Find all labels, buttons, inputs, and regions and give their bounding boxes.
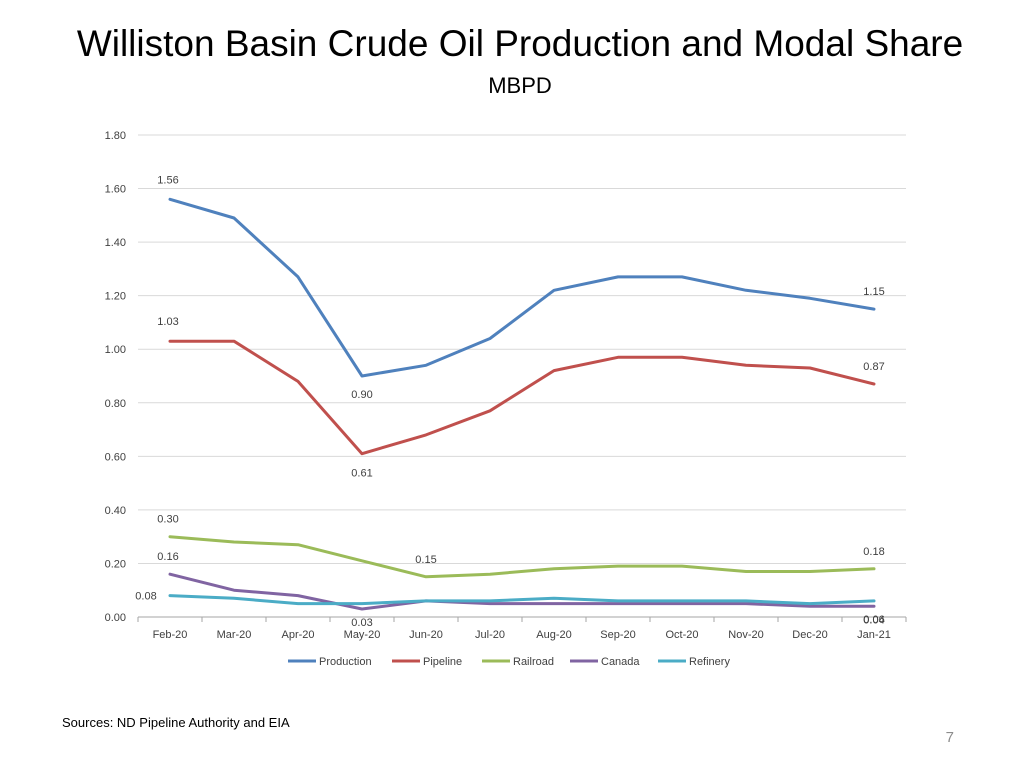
data-label-pipeline: 0.87 <box>863 361 884 373</box>
x-tick-label: May-20 <box>344 629 381 641</box>
x-tick-label: Jan-21 <box>857 629 891 641</box>
y-tick-label: 0.40 <box>105 505 126 517</box>
series-lines <box>168 197 876 611</box>
data-label-pipeline: 0.61 <box>351 468 372 480</box>
series-line-railroad <box>168 535 876 579</box>
x-tick-label: Jul-20 <box>475 629 505 641</box>
page-number: 7 <box>945 729 954 746</box>
data-label-canada: 0.16 <box>157 551 178 563</box>
y-tick-label: 1.40 <box>105 237 126 249</box>
x-tick-label: Sep-20 <box>600 629 635 641</box>
y-tick-label: 1.20 <box>105 291 126 303</box>
series-line-canada <box>168 572 876 611</box>
x-tick-label: Mar-20 <box>217 629 252 641</box>
y-tick-label: 0.20 <box>105 558 126 570</box>
legend-label-production: Production <box>319 656 372 668</box>
data-label-railroad: 0.15 <box>415 554 436 566</box>
data-labels: 1.56 0.90 1.15 1.03 0.61 0.87 0.30 0.15 0.18 0.16… <box>135 174 884 629</box>
data-label-canada: 0.03 <box>351 617 372 629</box>
y-tick-label: 1.60 <box>105 184 126 196</box>
x-tick-label: Feb-20 <box>153 629 188 641</box>
data-label-pipeline: 1.03 <box>157 316 178 328</box>
data-label-refinery: 0.06 <box>863 614 884 626</box>
series-line-refinery <box>168 594 876 606</box>
data-label-production: 1.15 <box>863 286 884 298</box>
x-tick-label: Aug-20 <box>536 629 571 641</box>
legend: Production Pipeline Railroad Canada Refinery <box>288 656 730 668</box>
data-label-railroad: 0.18 <box>863 546 884 558</box>
gridlines <box>138 134 906 564</box>
axes: 0.00 0.20 0.40 0.60 0.80 1.00 1.20 1.40 1.60 1.80… <box>105 130 907 641</box>
legend-label-pipeline: Pipeline <box>423 656 462 668</box>
legend-label-railroad: Railroad <box>513 656 554 668</box>
slide-subtitle: MBPD <box>488 73 552 98</box>
source-note: Sources: ND Pipeline Authority and EIA <box>62 715 290 730</box>
x-tick-label: Oct-20 <box>665 629 698 641</box>
series-line-pipeline <box>168 339 876 456</box>
y-tick-label: 0.80 <box>105 398 126 410</box>
data-label-refinery: 0.08 <box>135 591 156 603</box>
x-tick-label: Nov-20 <box>728 629 763 641</box>
y-tick-label: 0.60 <box>105 451 126 463</box>
legend-label-canada: Canada <box>601 656 640 668</box>
legend-label-refinery: Refinery <box>689 656 730 668</box>
data-label-production: 1.56 <box>157 174 178 186</box>
data-label-canada: 0.04 <box>863 614 884 626</box>
data-label-railroad: 0.30 <box>157 514 178 526</box>
y-tick-label: 0.00 <box>105 612 126 624</box>
x-tick-label: Apr-20 <box>281 629 314 641</box>
x-tick-label: Dec-20 <box>792 629 827 641</box>
y-tick-label: 1.00 <box>105 344 126 356</box>
slide-title: Williston Basin Crude Oil Production and… <box>76 23 964 64</box>
x-tick-label: Jun-20 <box>409 629 443 641</box>
series-line-production <box>168 197 876 378</box>
y-tick-label: 1.80 <box>105 130 126 142</box>
data-label-production: 0.90 <box>351 389 372 401</box>
